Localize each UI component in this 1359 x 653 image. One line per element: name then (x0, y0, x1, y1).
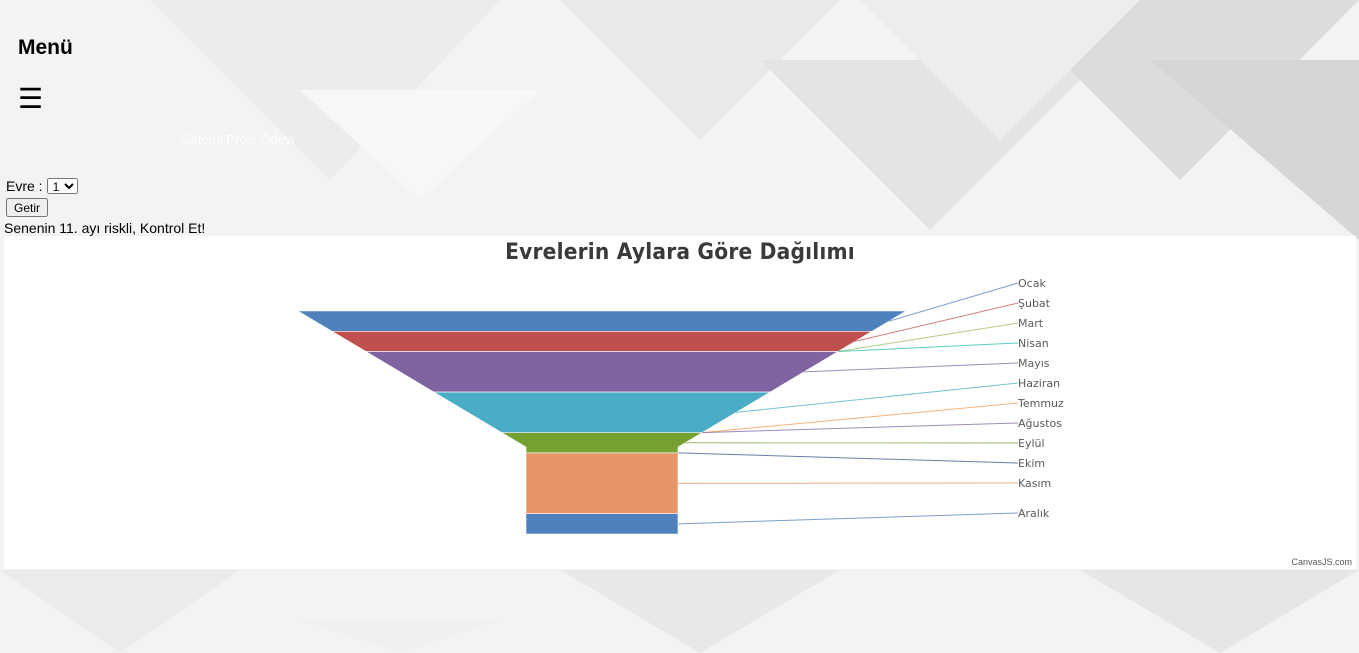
funnel-segment-haziran[interactable] (432, 391, 772, 433)
funnel-label-ocak: Ocak (1018, 277, 1046, 290)
label-connector-temmuz (702, 402, 1019, 434)
funnel-label-kas-m: Kasım (1018, 477, 1051, 490)
funnel-segment-eyl-l[interactable] (500, 432, 704, 454)
funnel-label-aral-k: Aralık (1018, 507, 1050, 520)
funnel-segment-ocak[interactable] (296, 310, 908, 332)
funnel-label-temmuz: Temmuz (1017, 397, 1064, 410)
evre-row: Evre : 1 (6, 178, 78, 194)
funnel-label-ekim: Ekim (1018, 457, 1045, 470)
funnel-label--ubat: Şubat (1018, 297, 1051, 310)
funnel-label-mart: Mart (1018, 317, 1044, 330)
funnel-label-nisan: Nisan (1018, 337, 1049, 350)
funnel-label-a-ustos: Ağustos (1018, 417, 1062, 430)
menu-title: Menü (18, 36, 73, 59)
funnel-label-eyl-l: Eylül (1018, 437, 1045, 450)
label-connector-aral-k (677, 512, 1019, 525)
label-connector-nisan (838, 342, 1019, 353)
page-subtitle: Sistemi Proje Ödevi (180, 132, 295, 147)
funnel-label-may-s: Mayıs (1018, 357, 1050, 370)
label-connector-ocak (888, 282, 1019, 322)
evre-label: Evre : (6, 178, 43, 194)
hamburger-icon[interactable]: ☰ (18, 83, 44, 114)
label-connector-a-ustos (702, 422, 1019, 434)
funnel-label-haziran: Haziran (1018, 377, 1060, 390)
risk-warning: Senenin 11. ayı riskli, Kontrol Et! (4, 220, 206, 236)
label-connector--ubat (854, 302, 1019, 342)
funnel-chart: Ocak Şubat Mart Nisan Mayıs Haziran Temmuz Ağus… (296, 277, 1064, 535)
chart-panel: Evrelerin Aylara Göre Dağılımı Ocak Şubat… (4, 236, 1356, 569)
label-connector-mart (837, 322, 1019, 353)
label-connector-may-s (804, 362, 1019, 373)
funnel-segment-kas-m[interactable] (525, 452, 679, 515)
funnel-segment--ubat[interactable] (330, 330, 874, 352)
label-connector-haziran (736, 382, 1019, 413)
label-connector-ekim (677, 452, 1019, 464)
chart-title: Evrelerin Aylara Göre Dağılımı (505, 240, 855, 265)
getir-button[interactable]: Getir (6, 198, 49, 217)
credit-label[interactable]: CanvasJS.com (1291, 557, 1352, 567)
funnel-segment-aral-k[interactable] (525, 513, 679, 535)
funnel-segment-may-s[interactable] (364, 351, 840, 393)
evre-select[interactable]: 1 (46, 178, 78, 194)
